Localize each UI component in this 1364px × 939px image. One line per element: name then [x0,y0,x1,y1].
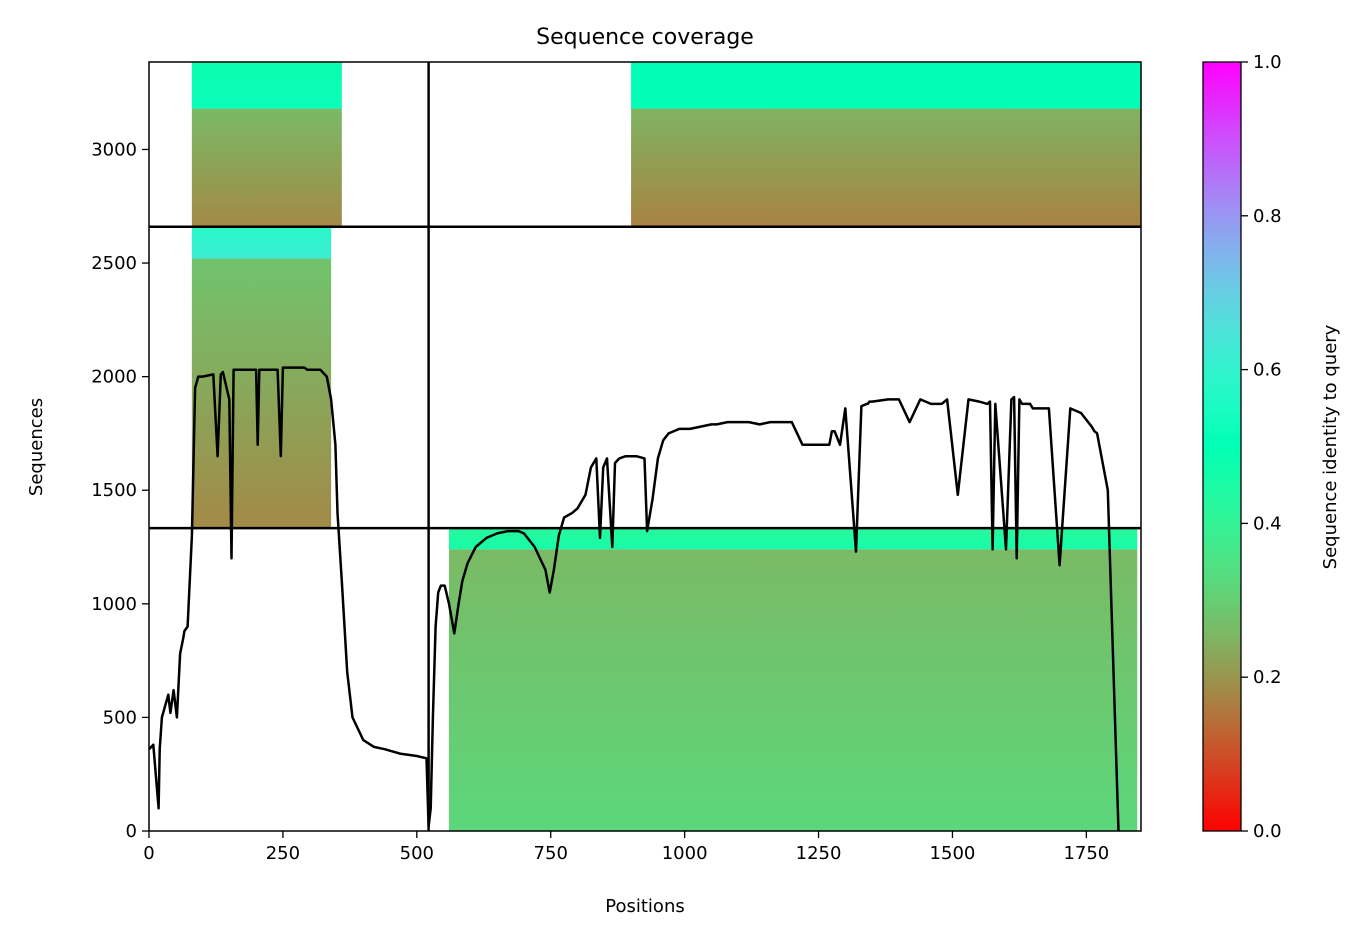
colorbar-tick-label: 0.8 [1253,206,1282,227]
coverage-block [191,62,342,227]
x-axis: 0 250 500 750 1000 1250 1500 1750 [143,831,1109,864]
colorbar-tick-label: 0.6 [1253,360,1282,381]
coverage-band [191,258,332,529]
x-tick-label: 1750 [1063,843,1109,864]
coverage-band [191,62,342,109]
coverage-band [631,62,1141,109]
x-tick-label: 250 [266,843,300,864]
y-axis-label: Sequences [26,398,47,496]
colorbar: 0.0 0.2 0.4 0.6 0.8 1.0 [1202,52,1282,842]
y-tick-label: 2500 [91,253,137,274]
x-tick-label: 500 [400,843,434,864]
coverage-line [148,366,1120,832]
colorbar-tick-label: 1.0 [1253,52,1282,73]
coverage-band [448,549,1138,831]
coverage-band [191,108,342,227]
y-tick-label: 3000 [91,139,137,160]
y-axis: 0 500 1000 1500 2000 2500 3000 [91,139,149,842]
y-tick-label: 1000 [91,594,137,615]
y-tick-label: 0 [126,821,137,842]
y-tick-label: 1500 [91,480,137,501]
coverage-band [631,108,1141,227]
coverage-band [448,528,1138,550]
x-tick-label: 0 [143,843,154,864]
colorbar-label: Sequence identity to query [1320,324,1341,569]
x-tick-label: 1500 [930,843,976,864]
plot-frame [148,61,1142,832]
colorbar-tick-label: 0.0 [1253,821,1282,842]
colorbar-gradient [1202,61,1242,832]
coverage-block [631,62,1141,227]
chart-title: Sequence coverage [536,25,754,50]
coverage-band [191,226,332,259]
colorbar-tick-label: 0.4 [1253,513,1282,534]
y-tick-label: 2000 [91,367,137,388]
x-axis-label: Positions [605,896,684,917]
plot-area [148,61,1142,832]
x-tick-label: 750 [534,843,568,864]
x-tick-label: 1250 [796,843,842,864]
y-tick-label: 500 [103,707,137,728]
x-tick-label: 1000 [662,843,708,864]
colorbar-tick-label: 0.2 [1253,667,1282,688]
coverage-block [448,528,1138,831]
